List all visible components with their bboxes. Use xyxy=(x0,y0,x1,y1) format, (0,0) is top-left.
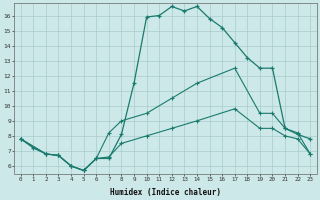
X-axis label: Humidex (Indice chaleur): Humidex (Indice chaleur) xyxy=(110,188,221,197)
